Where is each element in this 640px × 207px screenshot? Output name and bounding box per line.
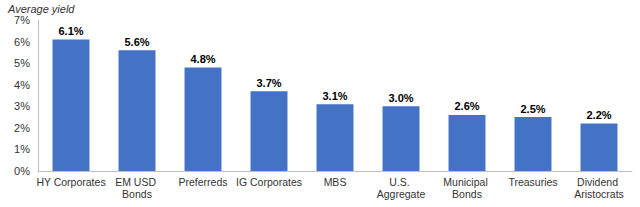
svg-text:4%: 4% bbox=[14, 79, 30, 91]
svg-text:1%: 1% bbox=[14, 143, 30, 155]
svg-text:HY Corporates: HY Corporates bbox=[36, 176, 105, 188]
svg-text:Treasuries: Treasuries bbox=[508, 176, 557, 188]
svg-text:IG Corporates: IG Corporates bbox=[236, 176, 302, 188]
svg-text:Bonds: Bonds bbox=[122, 188, 152, 200]
svg-text:2%: 2% bbox=[14, 122, 30, 134]
svg-text:6%: 6% bbox=[14, 36, 30, 48]
svg-text:Bonds: Bonds bbox=[452, 188, 482, 200]
svg-text:2.2%: 2.2% bbox=[586, 109, 611, 121]
svg-text:Dividend: Dividend bbox=[577, 176, 621, 188]
svg-text:3%: 3% bbox=[14, 100, 30, 112]
svg-text:2.5%: 2.5% bbox=[520, 103, 545, 115]
svg-text:Preferreds: Preferreds bbox=[178, 176, 227, 188]
svg-text:7%: 7% bbox=[14, 14, 30, 26]
svg-text:MBS: MBS bbox=[324, 176, 347, 188]
svg-text:3.1%: 3.1% bbox=[322, 90, 347, 102]
svg-text:Aggregate: Aggregate bbox=[377, 188, 426, 200]
svg-text:3.7%: 3.7% bbox=[256, 77, 281, 89]
svg-text:0%: 0% bbox=[14, 165, 30, 177]
svg-text:Average yield: Average yield bbox=[7, 3, 75, 15]
svg-text:Municipal: Municipal bbox=[443, 176, 490, 188]
svg-text:U.S.: U.S. bbox=[389, 176, 412, 188]
svg-text:5%: 5% bbox=[14, 57, 30, 69]
svg-text:5.6%: 5.6% bbox=[124, 36, 149, 48]
svg-text:2.6%: 2.6% bbox=[454, 100, 479, 112]
svg-text:Aristocrats: Aristocrats bbox=[574, 188, 624, 200]
svg-text:4.8%: 4.8% bbox=[190, 53, 215, 65]
svg-text:EM USD: EM USD bbox=[115, 176, 159, 188]
svg-text:3.0%: 3.0% bbox=[388, 92, 413, 104]
svg-text:6.1%: 6.1% bbox=[58, 25, 83, 37]
